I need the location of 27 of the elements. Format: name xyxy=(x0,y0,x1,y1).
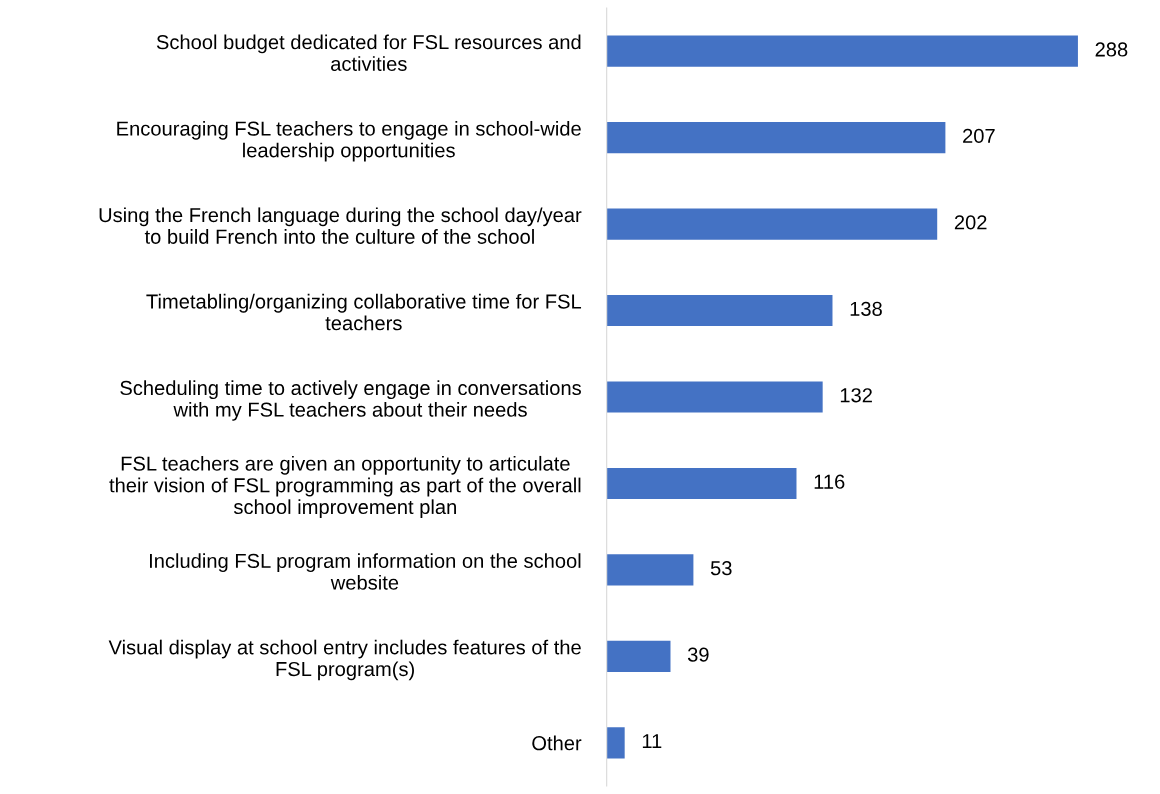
data-label: 138 xyxy=(850,301,882,316)
data-label: 207 xyxy=(963,128,995,144)
data-label: 11 xyxy=(642,734,662,749)
y-tick-label: Other xyxy=(532,735,582,751)
bar xyxy=(606,727,625,759)
data-label: 288 xyxy=(1095,42,1128,57)
data-label: 132 xyxy=(840,388,872,403)
y-tick-label: School budget dedicated for FSL resources and activities xyxy=(156,34,581,71)
y-tick-label: Including FSL program information on the school website xyxy=(149,553,581,590)
bar xyxy=(606,208,938,240)
y-tick-label: FSL teachers are given an opportunity to articulate their vision of FSL programming as part of the overall school improvement plan xyxy=(109,455,581,519)
bar xyxy=(606,294,833,327)
bar xyxy=(606,640,671,672)
data-label: 39 xyxy=(687,647,709,662)
data-label: 53 xyxy=(710,561,732,576)
bar xyxy=(606,381,823,413)
data-label: 116 xyxy=(814,474,845,489)
bar xyxy=(606,122,946,154)
y-tick-label: Scheduling time to actively engage in conversations with my FSL teachers about their needs xyxy=(120,380,581,421)
y-tick-label: Timetabling/organizing collaborative time for FSL teachers xyxy=(146,293,582,331)
y-tick-label: Visual display at school entry includes features of the FSL program(s) xyxy=(108,639,581,681)
bar xyxy=(606,467,797,500)
bar xyxy=(606,35,1078,67)
y-tick-label: Encouraging FSL teachers to engage in school-wide leadership opportunities xyxy=(117,120,581,162)
bar xyxy=(606,554,694,586)
y-tick-label: Using the French language during the school day/year to build French into the culture of the school xyxy=(99,207,582,244)
data-label: 202 xyxy=(954,215,987,230)
